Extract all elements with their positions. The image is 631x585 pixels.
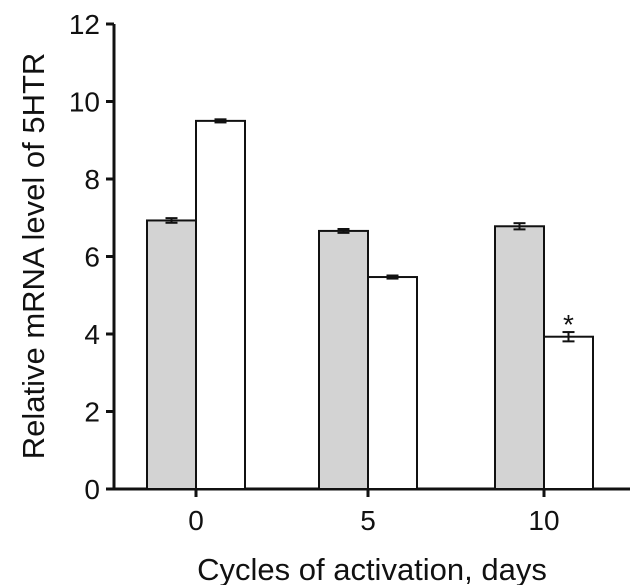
bar xyxy=(195,119,246,490)
x-axis-title: Cycles of activation, days xyxy=(197,552,547,585)
y-tick-label: 8 xyxy=(84,164,100,195)
error-bars xyxy=(165,118,575,343)
x-tick-label: 0 xyxy=(188,505,204,536)
y-tick-label: 2 xyxy=(84,397,100,428)
bars xyxy=(146,119,594,491)
y-tick-label: 6 xyxy=(84,242,100,273)
x-tick-label: 5 xyxy=(360,505,376,536)
x-tick-label: 10 xyxy=(528,505,559,536)
error-bar xyxy=(513,222,526,231)
y-tick-label: 0 xyxy=(84,474,100,505)
bar xyxy=(494,225,545,490)
error-bar xyxy=(562,331,575,343)
x-ticks: 0 5 10 xyxy=(188,489,560,536)
y-axis-title: Relative mRNA level of 5HTR xyxy=(16,53,51,460)
y-tick-label: 12 xyxy=(69,9,100,40)
y-tick-label: 4 xyxy=(84,319,100,350)
bar xyxy=(543,335,594,490)
error-bar xyxy=(386,274,399,280)
error-bar xyxy=(165,217,178,224)
significance-marker: * xyxy=(563,309,574,340)
error-bar xyxy=(337,227,350,234)
bar xyxy=(367,276,418,490)
bar xyxy=(318,229,369,491)
y-tick-label: 10 xyxy=(69,87,100,118)
error-bar xyxy=(214,118,227,124)
annotations: * xyxy=(563,309,574,340)
y-ticks: 0 2 4 6 8 10 12 xyxy=(69,9,114,505)
bar xyxy=(146,219,197,490)
